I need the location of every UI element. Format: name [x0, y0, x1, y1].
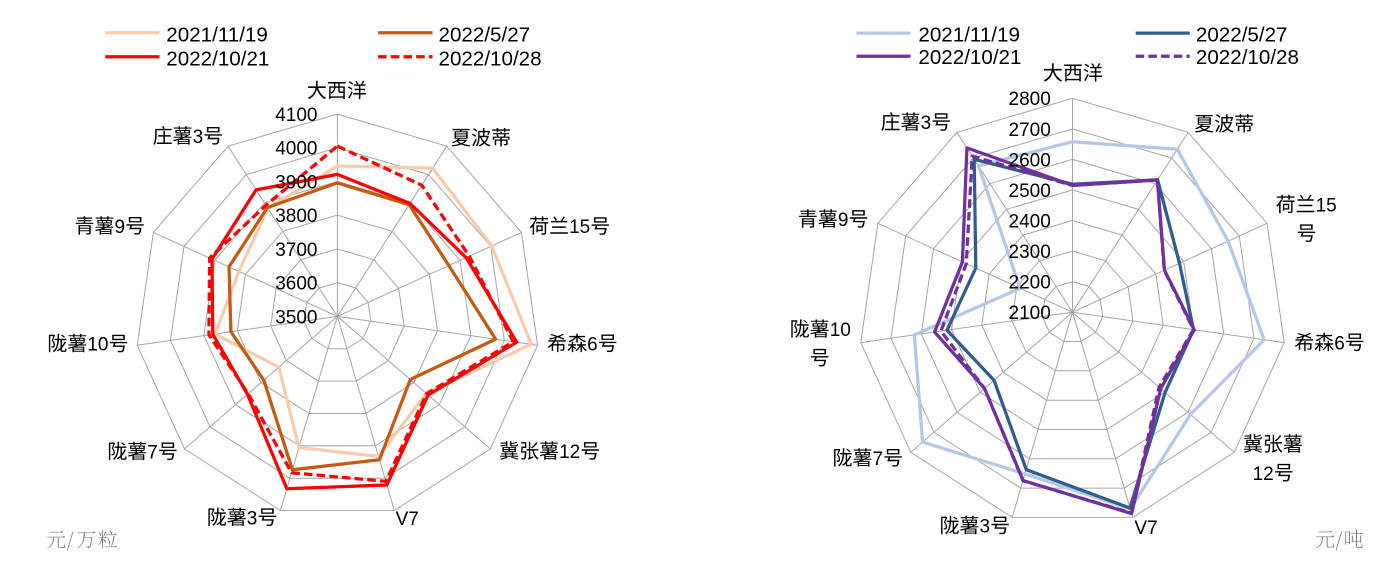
svg-text:3: 3	[193, 127, 204, 148]
svg-text:2022/5/27: 2022/5/27	[1196, 24, 1288, 47]
svg-text:2022/10/28: 2022/10/28	[439, 47, 542, 70]
svg-text:2022/10/28: 2022/10/28	[1196, 46, 1299, 69]
svg-text:2400: 2400	[1009, 211, 1051, 232]
svg-text:3500: 3500	[275, 307, 317, 328]
svg-text:12: 12	[559, 442, 580, 463]
svg-text:2022/10/21: 2022/10/21	[918, 46, 1021, 69]
svg-text:3900: 3900	[275, 172, 317, 193]
svg-text:2800: 2800	[1009, 89, 1051, 110]
svg-text:3: 3	[247, 508, 258, 529]
svg-text:9: 9	[838, 210, 849, 231]
svg-text:10: 10	[830, 320, 851, 341]
svg-text:V7: V7	[396, 509, 419, 530]
svg-text:V7: V7	[1134, 518, 1157, 539]
svg-text:2600: 2600	[1009, 150, 1051, 171]
svg-text:4100: 4100	[275, 105, 317, 126]
svg-text:4000: 4000	[275, 139, 317, 160]
svg-text:2100: 2100	[1009, 303, 1051, 324]
svg-text:2300: 2300	[1009, 242, 1051, 263]
svg-text:2021/11/19: 2021/11/19	[918, 24, 1020, 47]
svg-text:6: 6	[587, 335, 598, 356]
svg-text:2021/11/19: 2021/11/19	[166, 24, 268, 47]
svg-text:2022/5/27: 2022/5/27	[439, 24, 531, 47]
svg-text:2022/10/21: 2022/10/21	[166, 47, 269, 70]
svg-text:2500: 2500	[1009, 181, 1051, 202]
svg-text:6: 6	[1334, 334, 1345, 355]
svg-text:3: 3	[980, 517, 991, 538]
svg-text:9: 9	[115, 217, 126, 238]
svg-text:2200: 2200	[1009, 273, 1051, 294]
svg-text:7: 7	[147, 443, 158, 464]
svg-text:3600: 3600	[275, 274, 317, 295]
svg-text:7: 7	[873, 449, 884, 470]
svg-text:10: 10	[87, 335, 108, 356]
svg-text:3: 3	[921, 113, 932, 134]
svg-text:15: 15	[569, 217, 590, 238]
svg-text:3800: 3800	[275, 206, 317, 227]
svg-text:2700: 2700	[1009, 120, 1051, 141]
svg-text:12: 12	[1253, 464, 1274, 485]
svg-text:3700: 3700	[275, 240, 317, 261]
svg-text:15: 15	[1316, 196, 1337, 217]
